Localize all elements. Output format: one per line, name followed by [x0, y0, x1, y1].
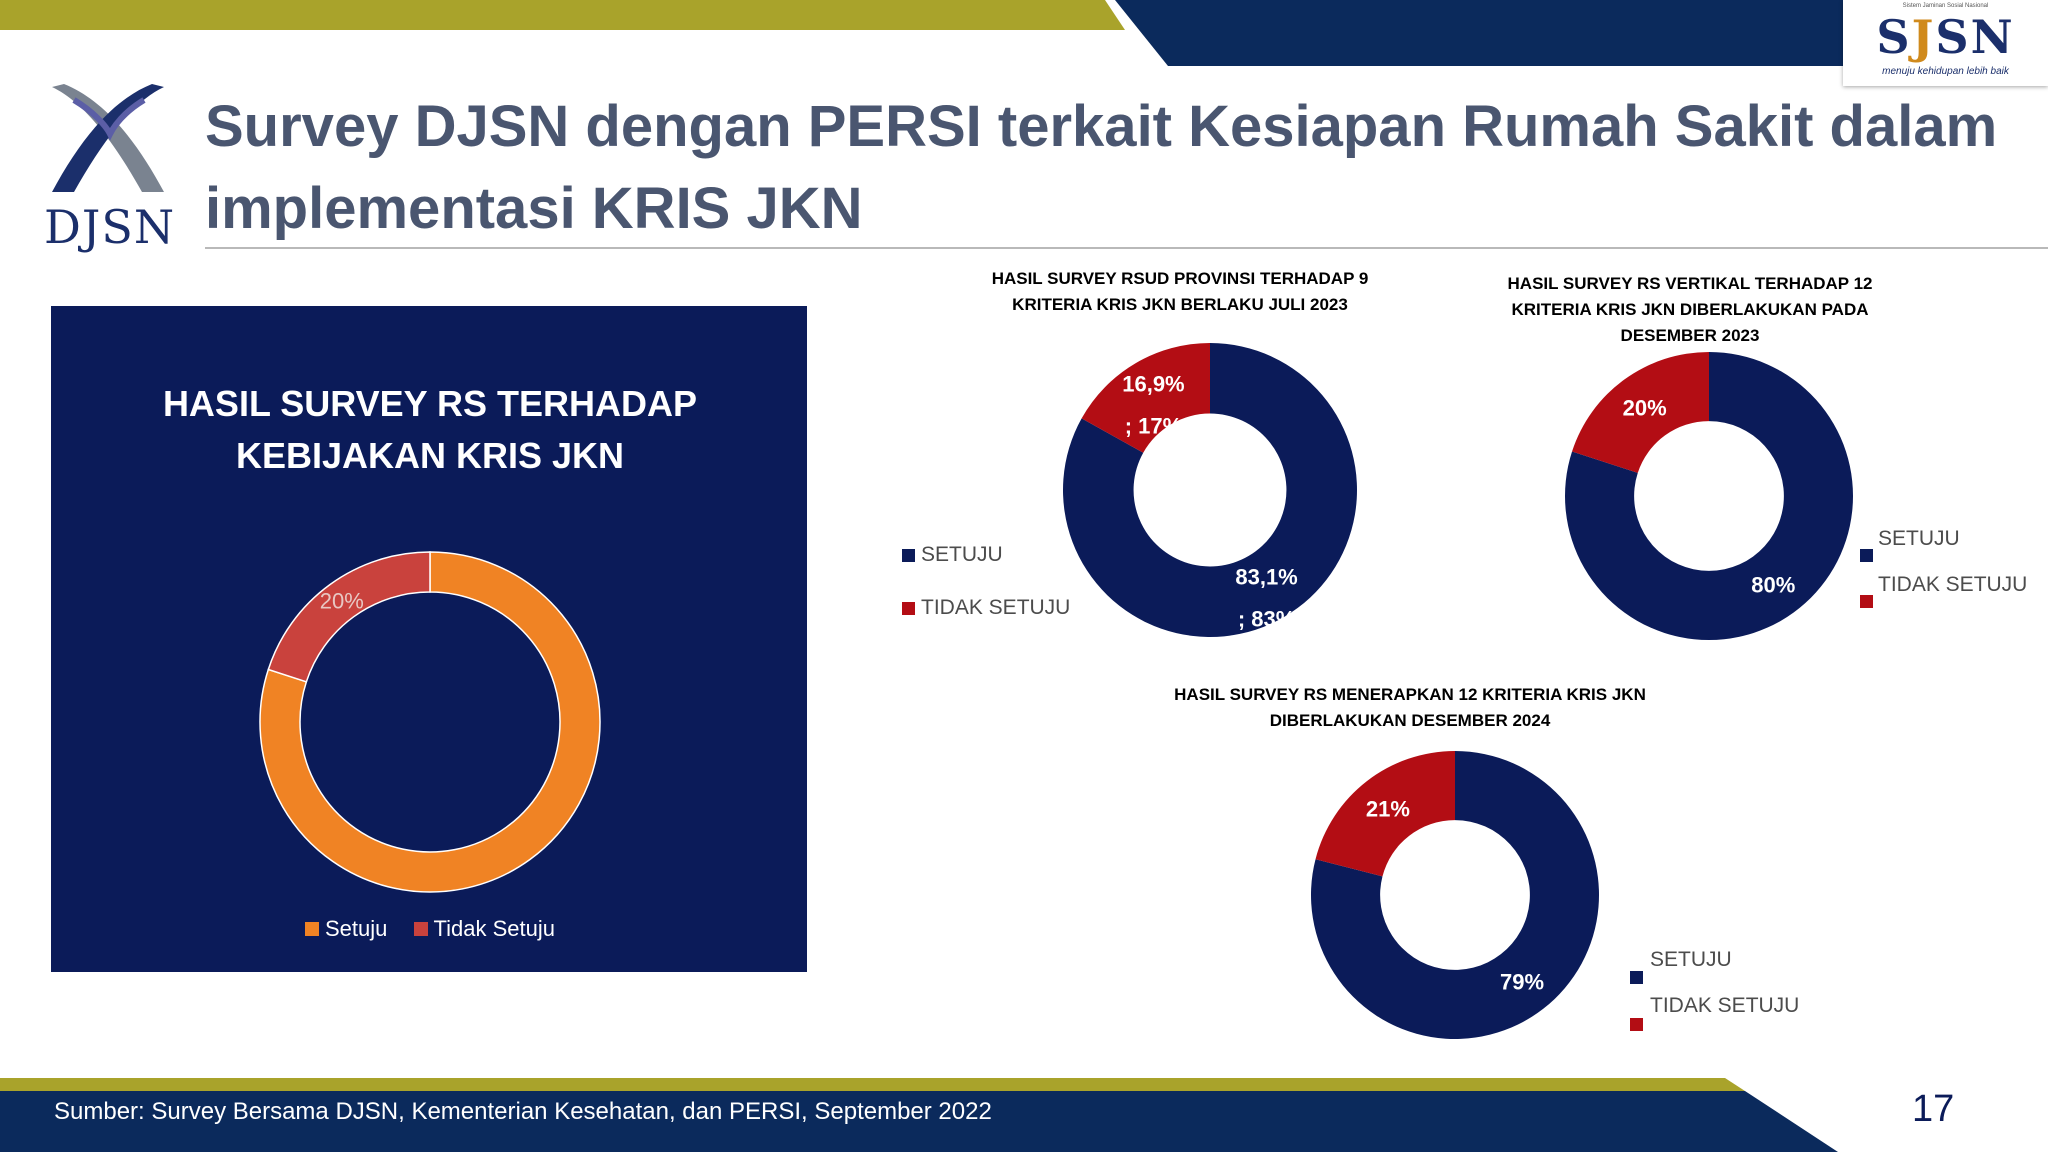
left-chart-title-line-2: KEBIJAKAN KRIS JKN	[235, 435, 625, 476]
chart-vertikal-title-line-3: DESEMBER 2023	[1620, 326, 1760, 345]
chart-vertikal-title: HASIL SURVEY RS VERTIKAL TERHADAP 12 KRI…	[1470, 271, 1910, 349]
legend-label-setuju: Setuju	[325, 916, 388, 941]
legend-swatch-setuju	[902, 548, 915, 562]
chart-vertikal-donut: 80% 20%	[1565, 352, 1853, 640]
source-note: Sumber: Survey Bersama DJSN, Kementerian…	[54, 1098, 992, 1125]
pie-slice-setuju	[1063, 343, 1357, 637]
chart-rsud-title-line-1: HASIL SURVEY RSUD PROVINSI TERHADAP 9	[991, 269, 1369, 288]
legend-item-setuju: Setuju	[305, 916, 387, 942]
sjsn-logo-mark: SJSN	[1843, 10, 2048, 64]
page-title-line-2: implementasi KRIS JKN	[205, 176, 863, 241]
data-label-1: 20%	[320, 589, 364, 614]
legend-swatch-setuju	[305, 922, 319, 936]
sjsn-logo-s: S	[1876, 10, 1912, 64]
legend-label-tidak-setuju: TIDAK SETUJU	[921, 596, 1071, 619]
sjsn-logo-caption: Sistem Jaminan Sosial Nasional	[1902, 3, 1989, 9]
data-label-0: 80%	[1751, 573, 1795, 598]
page-title: Survey DJSN dengan PERSI terkait Kesiapa…	[205, 86, 2005, 250]
data-label-1: 20%	[1623, 395, 1667, 420]
legend-swatch-tidak-setuju	[1630, 1018, 1643, 1031]
left-chart-title: HASIL SURVEY RS TERHADAP KEBIJAKAN KRIS …	[100, 378, 760, 482]
title-divider	[205, 247, 2048, 249]
chart-vertikal-title-line-2: KRITERIA KRIS JKN DIBERLAKUKAN PADA	[1511, 300, 1869, 319]
pie-slice-setuju	[1311, 751, 1599, 1039]
left-donut-chart: 20%	[259, 551, 601, 893]
pie-slice-setuju	[259, 551, 601, 893]
chart-2024-title-line-1: HASIL SURVEY RS MENERAPKAN 12 KRITERIA K…	[1174, 685, 1646, 704]
chart-rsud-title-line-2: KRITERIA KRIS JKN BERLAKU JULI 2023	[1012, 295, 1348, 314]
data-label-a-0: 83,1%	[1235, 564, 1297, 589]
legend-swatch-setuju	[1860, 549, 1873, 562]
chart-2024-title: HASIL SURVEY RS MENERAPKAN 12 KRITERIA K…	[1150, 682, 1670, 734]
legend-label-tidak-setuju: Tidak Setuju	[433, 916, 555, 941]
chart-rsud-legend-setuju: SETUJU	[902, 543, 1003, 567]
data-label-1: 21%	[1366, 797, 1410, 822]
sjsn-logo: Sistem Jaminan Sosial Nasional SJSN menu…	[1843, 0, 2048, 86]
data-label-a-1: 16,9%	[1122, 372, 1184, 397]
pie-slice-tidak-setuju	[1081, 343, 1210, 453]
data-label-b-1: ; 17%	[1125, 414, 1182, 439]
left-chart-legend: Setuju Tidak Setuju	[0, 916, 860, 942]
left-chart-title-line-1: HASIL SURVEY RS TERHADAP	[162, 383, 698, 424]
legend-swatch-setuju	[1630, 971, 1643, 984]
pie-slice-setuju	[1565, 352, 1853, 640]
chart-vertikal-legend-setuju-label: SETUJU	[1878, 527, 1960, 550]
page-number: 17	[1912, 1088, 1955, 1130]
top-decorative-band	[0, 0, 1843, 66]
pie-slice-tidak-setuju	[1315, 751, 1455, 877]
bottom-decorative-band	[0, 1078, 2048, 1152]
chart-2024-donut: 79% 21%	[1311, 751, 1599, 1039]
chart-rsud-legend-tidak-setuju: TIDAK SETUJU	[902, 596, 1070, 620]
pie-slice-tidak-setuju	[267, 551, 431, 683]
pie-slice-tidak-setuju	[1572, 352, 1709, 473]
chart-rsud-title: HASIL SURVEY RSUD PROVINSI TERHADAP 9 KR…	[970, 266, 1390, 318]
sjsn-logo-j: J	[1911, 10, 1936, 64]
legend-swatch-tidak-setuju	[902, 601, 915, 615]
data-label-b-0: ; 83%	[1238, 606, 1295, 631]
chart-2024-title-line-2: DIBERLAKUKAN DESEMBER 2024	[1269, 711, 1551, 730]
chart-2024-legend-tidak-setuju-label: TIDAK SETUJU	[1650, 994, 1800, 1017]
djsn-logo-icon	[52, 84, 164, 192]
chart-rsud-donut: 83,1% ; 83% 16,9% ; 17%	[1063, 343, 1357, 637]
data-label-0: 79%	[1500, 969, 1544, 994]
djsn-logo-text: DJSN	[44, 200, 176, 254]
legend-label-setuju: SETUJU	[921, 543, 1003, 566]
legend-item-tidak-setuju: Tidak Setuju	[413, 916, 555, 942]
chart-vertikal-title-line-1: HASIL SURVEY RS VERTIKAL TERHADAP 12	[1507, 274, 1873, 293]
chart-vertikal-legend-tidak-setuju-label: TIDAK SETUJU	[1878, 573, 2028, 596]
sjsn-logo-sn: SN	[1935, 10, 2015, 64]
legend-swatch-tidak-setuju	[413, 922, 428, 936]
legend-swatch-tidak-setuju	[1860, 595, 1873, 608]
sjsn-tagline: menuju kehidupan lebih baik	[1882, 66, 2009, 77]
chart-2024-legend-setuju-label: SETUJU	[1650, 948, 1732, 971]
page-title-line-1: Survey DJSN dengan PERSI terkait Kesiapa…	[205, 94, 1998, 159]
